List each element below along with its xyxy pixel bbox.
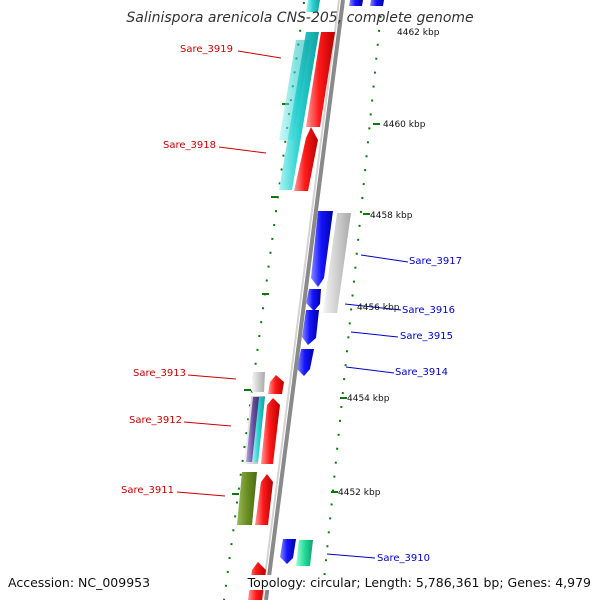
gene-sare-3912-cyan-feature — [252, 397, 265, 462]
gene-sare-3917-arrow[interactable] — [311, 211, 333, 287]
gene-sare-3914-arrow[interactable] — [297, 349, 314, 376]
gene-label-sare-3916[interactable]: Sare_3916 — [402, 305, 455, 316]
gene-sare-3910-arrow[interactable] — [280, 539, 296, 564]
scale-label-4462: 4462 kbp — [397, 28, 440, 38]
gene-sare-3913-gray-feature — [252, 372, 265, 392]
scale-label-4458: 4458 kbp — [370, 211, 413, 221]
gene-label-sare-3918[interactable]: Sare_3918 — [163, 140, 216, 151]
gene-label-sare-3914[interactable]: Sare_3914 — [395, 367, 448, 378]
map-title: Salinispora arenicola CNS-205, complete … — [126, 10, 474, 26]
gene-leader-lines-right — [326, 254, 409, 559]
gene-sare-3912-purple-feature — [246, 397, 260, 462]
gene-label-sare-3919[interactable]: Sare_3919 — [180, 44, 233, 55]
gene-sare-3911-arrow[interactable] — [255, 474, 273, 525]
gene-sare-3912-arrow[interactable] — [261, 398, 280, 464]
gene-label-sare-3913[interactable]: Sare_3913 — [133, 368, 186, 379]
gene-labels-right: Sare_3917 Sare_3916 Sare_3915 Sare_3914 … — [377, 256, 462, 564]
top-small-feature — [306, 0, 320, 12]
scale-label-4456: 4456 kbp — [357, 303, 400, 313]
gene-label-sare-3915[interactable]: Sare_3915 — [400, 331, 453, 342]
gene-labels-left: Sare_3919 Sare_3918 Sare_3913 Sare_3912 … — [121, 44, 233, 496]
scale-labels: 4462 kbp 4460 kbp 4458 kbp 4456 kbp 4454… — [338, 28, 440, 498]
gene-leader-lines-left — [176, 50, 282, 497]
gene-sare-3919-cyan-feature — [279, 32, 319, 190]
genome-backbone — [264, 0, 345, 600]
gene-sare-3918-cyan-feature — [279, 40, 310, 140]
accession-text: Accession: NC_009953 — [8, 575, 151, 590]
scale-label-4452: 4452 kbp — [338, 488, 381, 498]
scale-label-4454: 4454 kbp — [347, 394, 390, 404]
topology-text: Topology: circular; Length: 5,786,361 bp… — [247, 575, 591, 590]
gene-sare-3915-arrow[interactable] — [302, 310, 319, 345]
gene-label-sare-3910[interactable]: Sare_3910 — [377, 553, 430, 564]
scale-label-4460: 4460 kbp — [383, 120, 426, 130]
gene-sare-3916-arrow[interactable] — [306, 289, 321, 311]
gene-sare-3913-arrow[interactable] — [268, 375, 284, 394]
major-ticks-right — [331, 123, 380, 493]
top-reverse-feature — [349, 0, 363, 6]
gene-sare-3917-gray-feature — [323, 213, 351, 313]
gene-sare-3918-arrow[interactable] — [294, 127, 318, 191]
top-reverse-feature-2 — [370, 0, 384, 6]
genome-backbone-inner — [261, 0, 340, 600]
gene-label-sare-3911[interactable]: Sare_3911 — [121, 485, 174, 496]
gene-sare-3911-olive-feature — [237, 472, 257, 525]
gene-sare-3919-arrow[interactable] — [306, 32, 335, 127]
gene-label-sare-3912[interactable]: Sare_3912 — [129, 415, 182, 426]
gene-sare-3910-teal-feature — [296, 540, 313, 566]
gene-label-sare-3917[interactable]: Sare_3917 — [409, 256, 462, 267]
